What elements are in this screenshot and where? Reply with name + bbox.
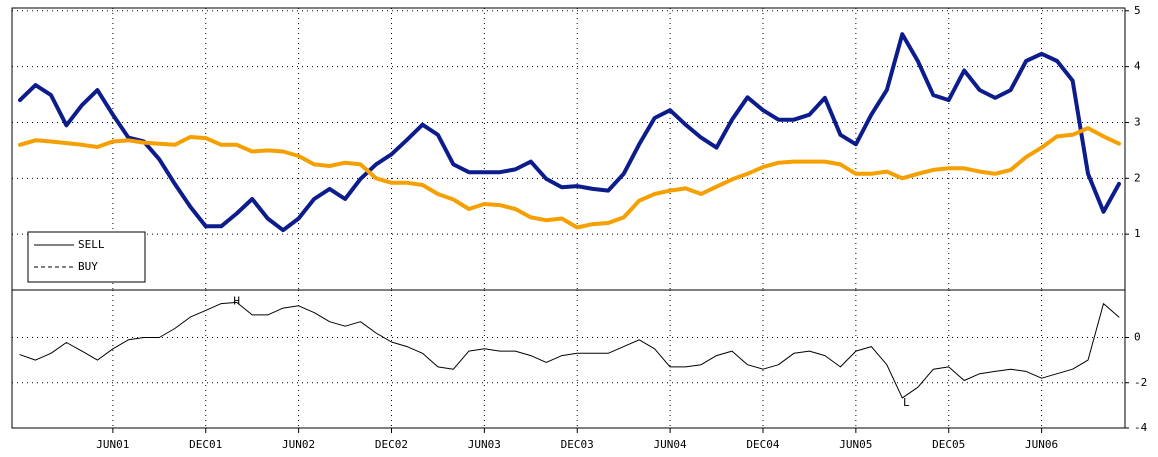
x-tick-label: JUN03 [468,438,501,451]
y-tick-label: -2 [1134,376,1147,389]
data-line [18,32,1121,233]
x-tick-label: DEC02 [375,438,408,451]
x-tick-label: DEC05 [932,438,965,451]
y-tick-label: 2 [1134,171,1141,184]
y-tick-label: 0 [1134,331,1141,344]
x-tick-label: JUN06 [1025,438,1058,451]
legend: SELL BUY [27,231,146,283]
x-tick-label: DEC01 [189,438,222,451]
data-line [18,126,1121,230]
legend-label: BUY [78,260,98,273]
legend-box [27,231,146,283]
y-tick-label: 1 [1134,227,1141,240]
y-tick-label: -4 [1134,421,1148,434]
x-tick-label: DEC04 [746,438,779,451]
plot-frame [11,7,1126,291]
data-line [19,301,1120,399]
annotation: H [233,294,240,307]
legend-label: SELL [78,238,105,251]
annotation: L [903,396,910,409]
x-tick-label: JUN01 [96,438,129,451]
x-tick-label: JUN04 [654,438,687,451]
x-tick-label: JUN02 [282,438,315,451]
y-tick-label: 5 [1134,4,1141,17]
plot-frame [11,289,1126,429]
y-tick-label: 3 [1134,115,1141,128]
x-tick-label: JUN05 [839,438,872,451]
x-tick-label: DEC03 [561,438,594,451]
y-tick-label: 4 [1134,60,1141,73]
